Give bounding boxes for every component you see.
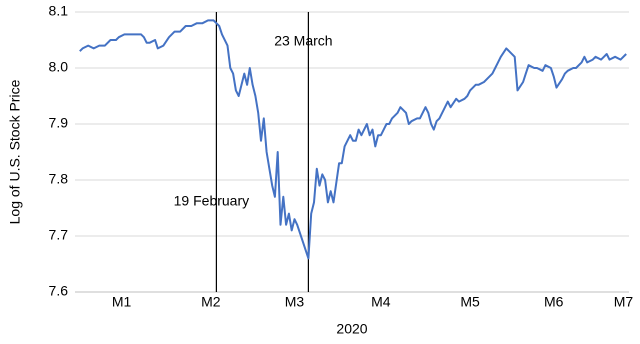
y-axis-label: Log of U.S. Stock Price: [7, 79, 23, 224]
x-axis-label: 2020: [336, 321, 367, 337]
x-tick-label: M5: [460, 294, 480, 310]
y-tick-label: 7.9: [49, 115, 69, 131]
event-label: 19 February: [174, 193, 249, 209]
y-tick-label: 7.6: [49, 283, 69, 299]
x-tick-label: M1: [112, 294, 132, 310]
x-tick-label: M6: [544, 294, 564, 310]
y-tick-label: 7.7: [49, 227, 69, 243]
x-tick-label: M2: [201, 294, 221, 310]
y-tick-label: 8.1: [49, 3, 69, 19]
x-tick-label: M4: [371, 294, 391, 310]
y-tick-label: 7.8: [49, 171, 69, 187]
event-label: 23 March: [274, 33, 332, 49]
y-tick-label: 8.0: [49, 59, 69, 75]
x-tick-label: M3: [285, 294, 305, 310]
x-tick-label: M7: [614, 294, 634, 310]
data-line: [79, 19, 627, 260]
